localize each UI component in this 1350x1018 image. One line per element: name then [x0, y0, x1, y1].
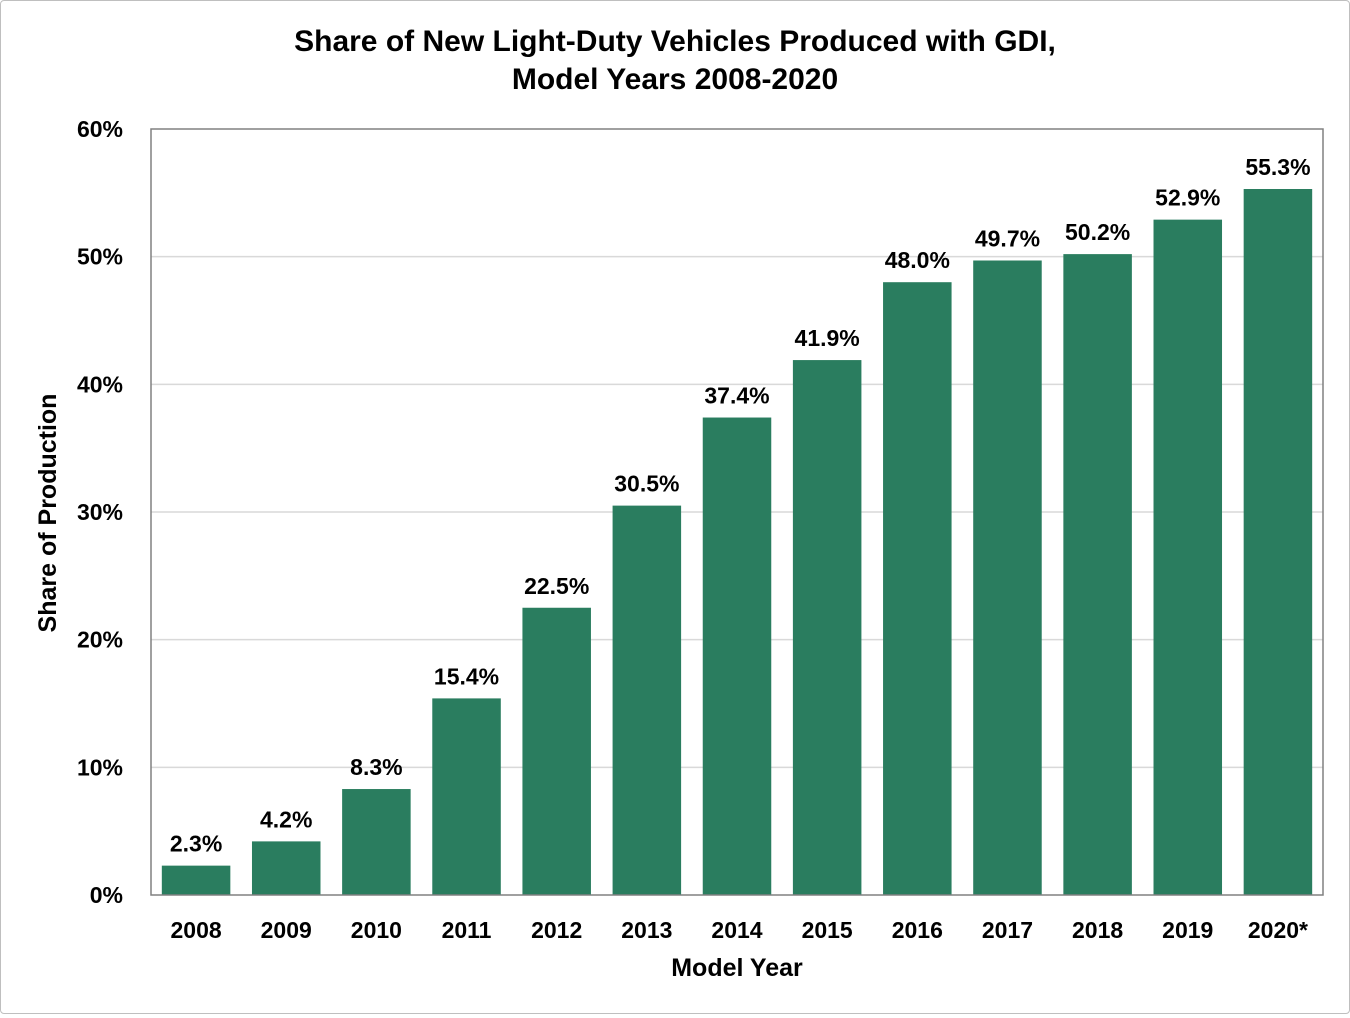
x-axis-title: Model Year	[671, 954, 803, 982]
x-tick-label: 2017	[982, 917, 1033, 943]
y-axis-title: Share of Production	[34, 394, 62, 633]
y-tick-label: 40%	[77, 371, 123, 397]
bar	[1243, 189, 1313, 896]
x-tick-label: 2014	[711, 917, 762, 943]
bar	[161, 865, 231, 895]
data-label: 52.9%	[1155, 185, 1220, 211]
data-label: 41.9%	[795, 325, 860, 351]
bar	[1063, 254, 1132, 895]
chart-title-line-2: Model Years 2008-2020	[512, 63, 838, 96]
bars	[161, 189, 1313, 896]
y-tick-label: 30%	[77, 499, 123, 525]
x-tick-label: 2016	[892, 917, 943, 943]
x-tick-label: 2013	[621, 917, 672, 943]
data-label: 2.3%	[170, 831, 222, 857]
x-tick-label: 2018	[1072, 917, 1123, 943]
bar	[432, 698, 501, 895]
data-label: 8.3%	[350, 754, 402, 780]
data-label: 49.7%	[975, 225, 1040, 251]
data-label: 48.0%	[885, 247, 950, 273]
x-tick-label: 2020*	[1248, 917, 1308, 943]
x-tick-label: 2010	[351, 917, 402, 943]
x-tick-label: 2008	[170, 917, 221, 943]
bar	[522, 607, 591, 895]
data-label: 22.5%	[524, 573, 589, 599]
y-tick-label: 60%	[77, 116, 123, 142]
x-axis-ticks: 2008 2009 2010 2011 2012 2013 2014 2015 2016 2017…	[170, 917, 1308, 943]
data-label: 55.3%	[1245, 154, 1310, 180]
y-tick-label: 50%	[77, 244, 123, 270]
x-tick-label: 2019	[1162, 917, 1213, 943]
bar	[342, 789, 411, 895]
x-tick-label: 2009	[261, 917, 312, 943]
bar	[702, 417, 772, 895]
bar	[251, 841, 321, 895]
y-axis-ticks: 0% 10% 20% 30% 40% 50% 60%	[77, 116, 123, 908]
data-label: 15.4%	[434, 663, 499, 689]
bar	[1153, 219, 1223, 896]
x-tick-label: 2015	[802, 917, 853, 943]
x-tick-label: 2012	[531, 917, 582, 943]
x-tick-label: 2011	[442, 917, 492, 943]
plot-area-border	[150, 128, 1324, 896]
data-labels: 2.3% 4.2% 8.3% 15.4% 22.5% 30.5% 37.4% 41.9% 48.…	[170, 154, 1311, 857]
chart-title-line-1: Share of New Light-Duty Vehicles Produce…	[294, 25, 1056, 58]
bar	[792, 360, 862, 895]
data-label: 4.2%	[260, 806, 312, 832]
bar	[883, 282, 952, 895]
y-tick-label: 0%	[90, 882, 123, 908]
y-tick-label: 20%	[77, 627, 123, 653]
bar	[973, 260, 1042, 895]
data-label: 30.5%	[614, 471, 679, 497]
data-label: 50.2%	[1065, 219, 1130, 245]
data-label: 37.4%	[704, 383, 769, 409]
y-tick-label: 10%	[77, 754, 123, 780]
bar	[612, 505, 682, 895]
